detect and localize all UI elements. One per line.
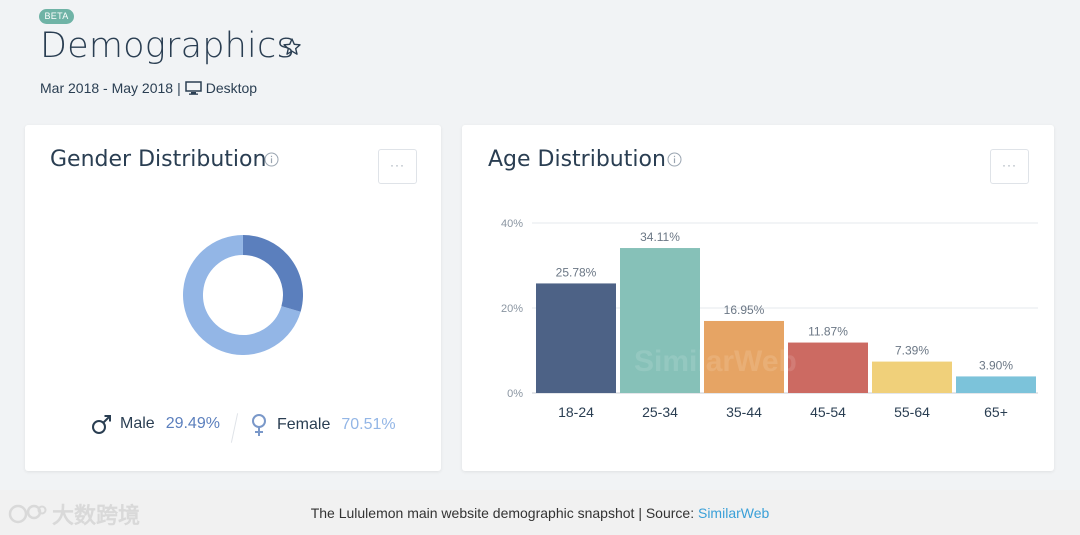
bar-value-label: 7.39% xyxy=(895,344,929,358)
age-bar-chart: 0% 20% 40% 25.78% 18-24 34.11% 25-34 16.95% 35-4… xyxy=(501,218,1038,420)
legend-female: Female 70.51% xyxy=(248,413,396,437)
footer-watermark: 大数跨境 xyxy=(8,498,140,530)
bar-35-44[interactable] xyxy=(704,320,784,393)
separator: | xyxy=(177,80,181,96)
device-label[interactable]: Desktop xyxy=(205,80,258,96)
x-tick-label: 18-24 xyxy=(558,404,594,420)
info-icon[interactable] xyxy=(264,152,279,167)
x-tick-label: 55-64 xyxy=(894,404,930,420)
gender-donut-chart xyxy=(183,235,303,355)
watermark-logo-icon xyxy=(8,504,47,524)
gender-card-title: Gender Distribution xyxy=(50,147,267,172)
info-icon[interactable] xyxy=(667,152,682,167)
similarweb-watermark: SimilarWeb xyxy=(634,345,797,378)
star-icon[interactable] xyxy=(282,37,302,57)
bar-55-64[interactable] xyxy=(872,361,952,393)
x-tick-label: 35-44 xyxy=(726,404,762,420)
footer-caption: The Lululemon main website demographic s… xyxy=(0,505,1080,521)
bar-value-label: 34.11% xyxy=(640,230,680,244)
age-more-button[interactable]: ··· xyxy=(990,149,1029,184)
caption-text: The Lululemon main website demographic s… xyxy=(310,505,698,521)
page-title: Demographics xyxy=(40,26,295,66)
y-tick-label: 0% xyxy=(507,388,523,400)
bar-value-label: 16.95% xyxy=(724,303,765,317)
gender-legend: Male 29.49% Female 70.51% xyxy=(25,413,441,443)
x-tick-label: 65+ xyxy=(984,404,1008,420)
date-device-line: Mar 2018 - May 2018 | Desktop xyxy=(40,80,257,96)
male-icon xyxy=(92,415,111,434)
date-range[interactable]: Mar 2018 - May 2018 xyxy=(40,80,174,96)
y-tick-label: 40% xyxy=(501,218,523,230)
source-link[interactable]: SimilarWeb xyxy=(697,505,770,521)
donut-slice-male xyxy=(242,235,303,312)
age-card-title: Age Distribution xyxy=(488,147,666,172)
gender-more-button[interactable]: ··· xyxy=(378,149,417,184)
bar-25-34[interactable] xyxy=(620,248,700,393)
female-label: Female xyxy=(277,416,331,433)
bar-value-label: 25.78% xyxy=(556,265,597,279)
male-label: Male xyxy=(120,415,155,432)
y-tick-label: 20% xyxy=(501,303,523,315)
legend-male: Male 29.49% xyxy=(91,413,220,435)
page-header: BETA Demographics Mar 2018 - May 2018 | … xyxy=(0,0,1080,125)
age-distribution-card: Age Distribution ··· 0% 20% 40% 25.78% 18-24… xyxy=(462,125,1054,471)
bar-18-24[interactable] xyxy=(536,283,616,393)
male-value: 29.49% xyxy=(165,415,220,432)
bar-45-54[interactable] xyxy=(788,342,868,393)
bar-65+[interactable] xyxy=(956,376,1036,393)
desktop-icon xyxy=(184,81,202,95)
legend-divider xyxy=(230,413,239,443)
female-icon xyxy=(252,414,266,436)
bar-value-label: 3.90% xyxy=(979,358,1013,372)
bar-value-label: 11.87% xyxy=(808,325,848,339)
x-tick-label: 45-54 xyxy=(810,404,846,420)
donut-slice-female xyxy=(183,235,301,355)
watermark-text: 大数跨境 xyxy=(52,504,141,529)
female-value: 70.51% xyxy=(341,416,396,433)
x-tick-label: 25-34 xyxy=(642,404,678,420)
gender-distribution-card: Gender Distribution ··· Male 29.49% Fema… xyxy=(25,125,441,471)
footer: 大数跨境 The Lululemon main website demograp… xyxy=(0,490,1080,535)
beta-badge: BETA xyxy=(39,9,74,24)
